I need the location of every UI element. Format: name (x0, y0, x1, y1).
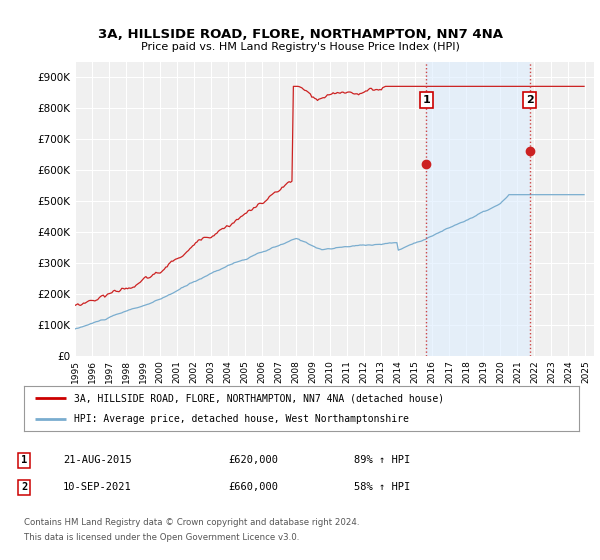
Bar (426, 62, 530, 356)
Text: HPI: Average price, detached house, West Northamptonshire: HPI: Average price, detached house, West… (74, 414, 409, 424)
Text: 10-SEP-2021: 10-SEP-2021 (63, 482, 132, 492)
Text: Price paid vs. HM Land Registry's House Price Index (HPI): Price paid vs. HM Land Registry's House … (140, 42, 460, 52)
Text: 58% ↑ HPI: 58% ↑ HPI (354, 482, 410, 492)
Text: 3A, HILLSIDE ROAD, FLORE, NORTHAMPTON, NN7 4NA (detached house): 3A, HILLSIDE ROAD, FLORE, NORTHAMPTON, N… (74, 394, 444, 404)
Text: 21-AUG-2015: 21-AUG-2015 (63, 455, 132, 465)
Text: 2: 2 (21, 482, 27, 492)
Text: 3A, HILLSIDE ROAD, FLORE, NORTHAMPTON, NN7 4NA: 3A, HILLSIDE ROAD, FLORE, NORTHAMPTON, N… (97, 28, 503, 41)
Text: £660,000: £660,000 (228, 482, 278, 492)
Text: 1: 1 (422, 95, 430, 105)
Text: This data is licensed under the Open Government Licence v3.0.: This data is licensed under the Open Gov… (24, 533, 299, 542)
Text: £620,000: £620,000 (228, 455, 278, 465)
Text: 2: 2 (526, 95, 533, 105)
Text: 1: 1 (21, 455, 27, 465)
Text: Contains HM Land Registry data © Crown copyright and database right 2024.: Contains HM Land Registry data © Crown c… (24, 518, 359, 527)
Text: 89% ↑ HPI: 89% ↑ HPI (354, 455, 410, 465)
